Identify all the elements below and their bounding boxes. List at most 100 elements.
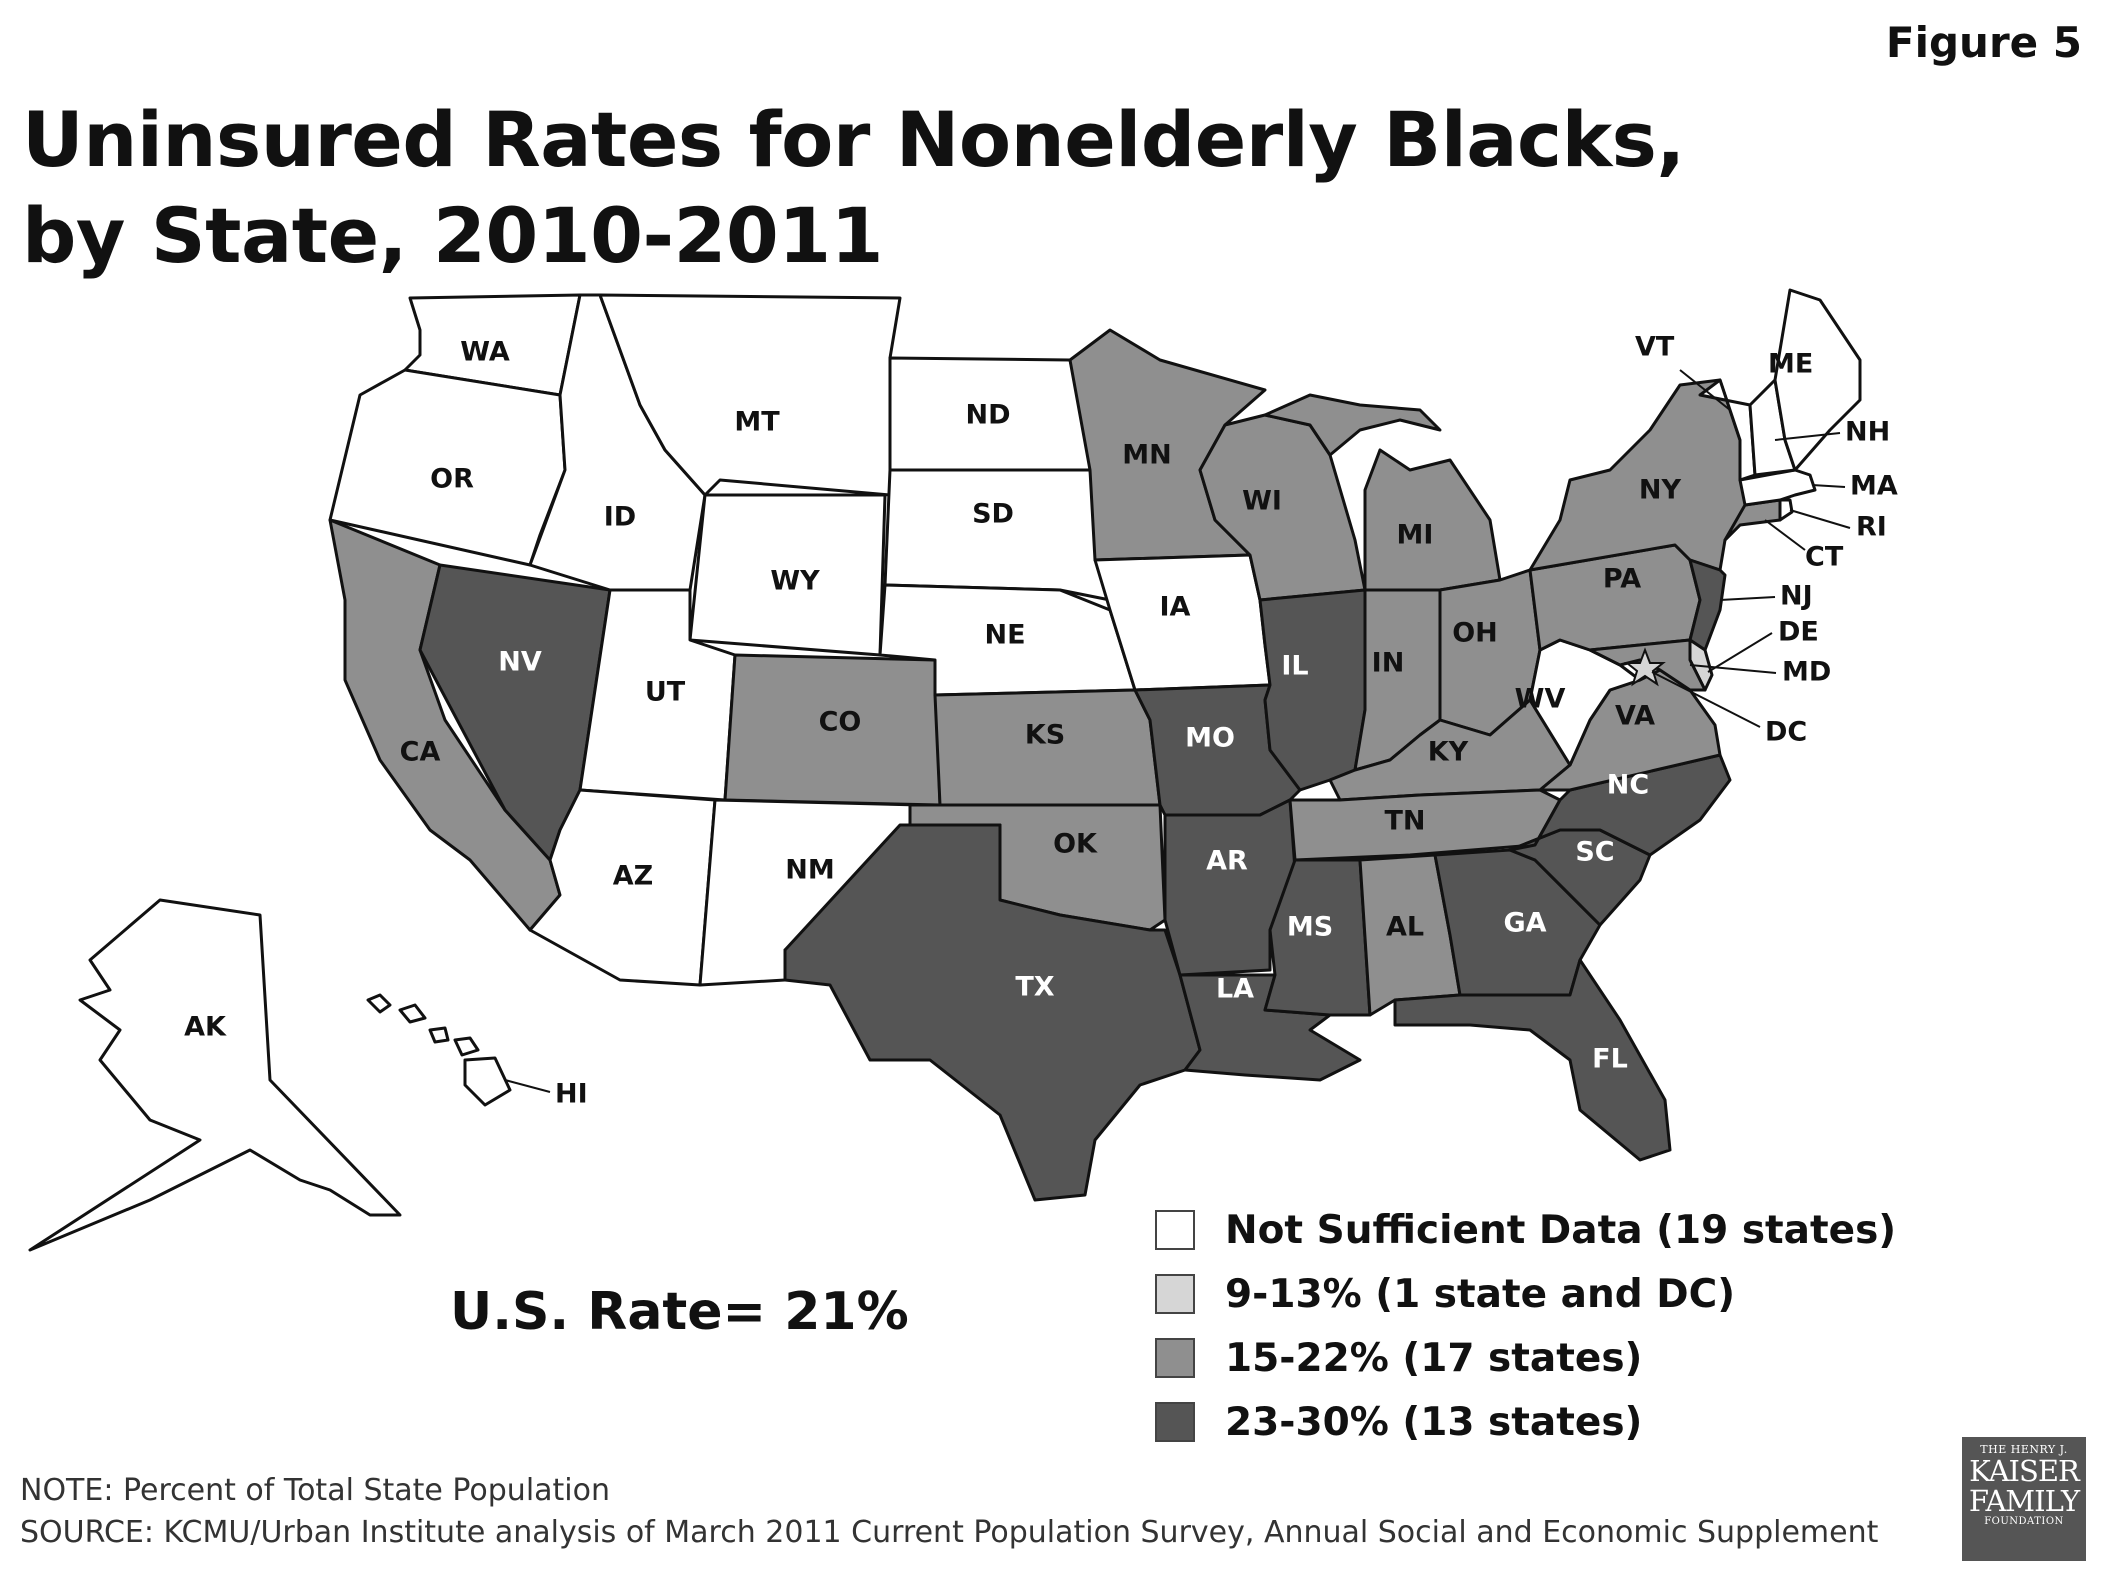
logo-line-4: FOUNDATION <box>1984 1516 2064 1527</box>
label-ok: OK <box>1053 829 1098 860</box>
label-de: DE <box>1778 617 1819 648</box>
legend-swatch <box>1155 1210 1195 1250</box>
label-nj: NJ <box>1780 581 1813 612</box>
label-ma: MA <box>1850 471 1898 502</box>
leader-nj <box>1719 596 1776 601</box>
source-text: SOURCE: KCMU/Urban Institute analysis of… <box>20 1515 1879 1550</box>
state-ri[interactable] <box>1778 498 1794 522</box>
legend-label: 23-30% (13 states) <box>1225 1399 1643 1445</box>
title-line-1: Uninsured Rates for Nonelderly Blacks, <box>22 95 1685 184</box>
state-ma[interactable] <box>1738 468 1817 507</box>
state-me[interactable] <box>1773 288 1862 472</box>
label-ar: AR <box>1206 846 1248 877</box>
label-tn: TN <box>1384 806 1425 837</box>
legend-item-low: 9-13% (1 state and DC) <box>1155 1262 1896 1326</box>
label-wi: WI <box>1242 486 1282 517</box>
state-hi-1[interactable] <box>366 993 392 1014</box>
label-al: AL <box>1386 912 1424 943</box>
state-nc[interactable] <box>1508 753 1732 857</box>
us-rate: U.S. Rate= 21% <box>450 1282 909 1342</box>
state-hi-5[interactable] <box>463 1056 512 1107</box>
label-vt: VT <box>1635 332 1675 363</box>
label-md: MD <box>1782 657 1831 688</box>
label-mo: MO <box>1185 723 1235 754</box>
state-hi-2[interactable] <box>398 1003 427 1024</box>
label-ia: IA <box>1160 592 1191 623</box>
kff-logo: THE HENRY J. KAISER FAMILY FOUNDATION <box>1962 1437 2086 1561</box>
footnote: NOTE: Percent of Total State Population … <box>20 1470 1878 1554</box>
legend-item-nodata: Not Sufficient Data (19 states) <box>1155 1198 1896 1262</box>
label-ky: KY <box>1428 737 1469 768</box>
label-sc: SC <box>1575 837 1614 868</box>
legend-label: Not Sufficient Data (19 states) <box>1225 1207 1897 1253</box>
label-nm: NM <box>785 855 834 886</box>
leader-md <box>1689 664 1777 674</box>
label-nd: ND <box>965 400 1010 431</box>
label-mt: MT <box>734 407 780 438</box>
legend-item-mid: 15-22% (17 states) <box>1155 1326 1896 1390</box>
state-fl[interactable] <box>1393 958 1672 1162</box>
legend-item-high: 23-30% (13 states) <box>1155 1390 1896 1454</box>
legend-label: 9-13% (1 state and DC) <box>1225 1271 1736 1317</box>
legend-swatch <box>1155 1274 1195 1314</box>
label-wy: WY <box>770 566 820 597</box>
label-pa: PA <box>1603 564 1641 595</box>
label-hi: HI <box>555 1079 588 1110</box>
state-hi-3[interactable] <box>428 1026 450 1044</box>
label-ny: NY <box>1639 475 1682 506</box>
state-mi-up[interactable] <box>1263 393 1442 457</box>
state-nj[interactable] <box>1688 558 1727 652</box>
label-va: VA <box>1615 701 1655 732</box>
legend-swatch <box>1155 1338 1195 1378</box>
label-tx: TX <box>1015 972 1054 1003</box>
label-ga: GA <box>1503 908 1546 939</box>
legend-label: 15-22% (17 states) <box>1225 1335 1643 1381</box>
leader-nh <box>1774 432 1841 441</box>
state-sd[interactable] <box>883 468 1112 602</box>
label-wa: WA <box>460 337 510 368</box>
dc-star-icon[interactable] <box>1624 647 1666 687</box>
legend-swatch <box>1155 1402 1195 1442</box>
state-ak[interactable] <box>28 898 402 1252</box>
state-mt[interactable] <box>598 293 902 497</box>
leader-ct <box>1764 519 1806 551</box>
leader-ma <box>1811 484 1846 488</box>
label-fl: FL <box>1592 1044 1628 1075</box>
logo-line-3: FAMILY <box>1968 1484 2080 1518</box>
legend: Not Sufficient Data (19 states) 9-13% (1… <box>1155 1198 1896 1454</box>
state-hi-4[interactable] <box>453 1036 480 1057</box>
label-ut: UT <box>645 677 686 708</box>
label-wv: WV <box>1515 684 1566 715</box>
note-text: NOTE: Percent of Total State Population <box>20 1473 611 1508</box>
label-sd: SD <box>972 499 1014 530</box>
label-ct: CT <box>1805 542 1844 573</box>
figure-label: Figure 5 <box>1885 18 2082 67</box>
label-la: LA <box>1216 974 1254 1005</box>
label-mn: MN <box>1122 440 1171 471</box>
logo-line-2: KAISER <box>1969 1454 2080 1488</box>
label-ne: NE <box>984 620 1025 651</box>
label-id: ID <box>604 502 636 533</box>
label-ms: MS <box>1287 912 1333 943</box>
label-dc: DC <box>1765 717 1807 748</box>
label-co: CO <box>819 707 862 738</box>
label-nc: NC <box>1607 770 1649 801</box>
label-mi: MI <box>1397 520 1434 551</box>
label-in: IN <box>1372 648 1405 679</box>
map-title: Uninsured Rates for Nonelderly Blacks, b… <box>22 92 1685 284</box>
label-nv: NV <box>498 647 542 678</box>
label-oh: OH <box>1452 618 1498 649</box>
label-ri: RI <box>1856 512 1887 543</box>
label-ak: AK <box>184 1012 227 1043</box>
state-tx[interactable] <box>783 823 1202 1202</box>
leader-dc <box>1651 671 1761 728</box>
title-line-2: by State, 2010-2011 <box>22 191 884 280</box>
state-il[interactable] <box>1258 588 1367 792</box>
leader-ri <box>1789 509 1851 529</box>
label-or: OR <box>430 464 474 495</box>
leader-de <box>1707 632 1773 673</box>
label-me: ME <box>1768 349 1813 380</box>
label-ca: CA <box>400 737 441 768</box>
label-az: AZ <box>613 861 653 892</box>
